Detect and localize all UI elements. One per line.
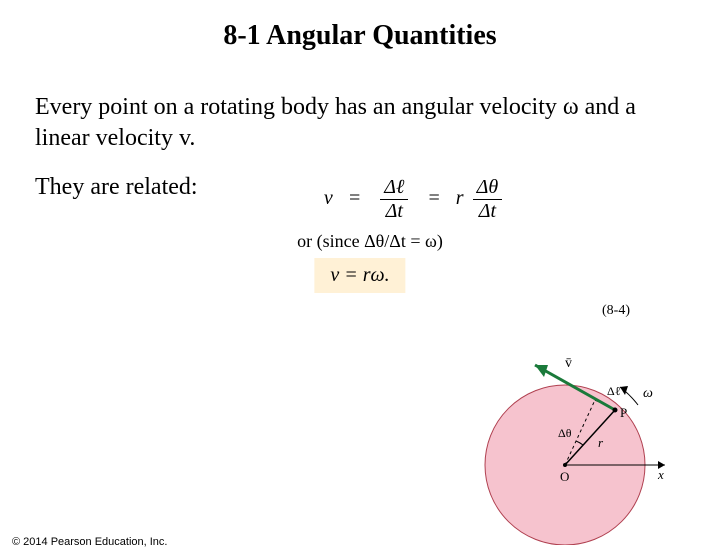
label-dtheta: Δθ — [558, 426, 572, 440]
label-o: O — [560, 469, 569, 484]
diagram-svg: v̄ ω Δℓ Δθ P r O x — [460, 355, 670, 545]
frac-dtheta-dt: Δθ Δt — [473, 176, 503, 223]
point-o — [563, 463, 567, 467]
equation-number: (8-4) — [602, 303, 630, 319]
body-paragraph: Every point on a rotating body has an an… — [35, 92, 685, 154]
omega-arrow-head — [620, 386, 628, 395]
rotation-diagram: v̄ ω Δℓ Δθ P r O x — [460, 355, 670, 545]
eq-equals-1: = — [348, 187, 362, 209]
frac-num-dtheta: Δθ — [473, 176, 503, 200]
copyright: © 2014 Pearson Education, Inc. — [12, 536, 167, 548]
label-dl: Δℓ — [607, 384, 621, 398]
point-p — [613, 408, 618, 413]
frac-num-dl: Δℓ — [380, 176, 408, 200]
label-p: P — [620, 405, 627, 420]
frac-dl-dt: Δℓ Δt — [380, 176, 408, 223]
boxed-equation: v = rω. — [314, 258, 405, 293]
label-omega: ω — [643, 386, 653, 401]
section-title: 8-1 Angular Quantities — [0, 20, 720, 52]
label-v: v̄ — [565, 356, 572, 371]
or-text: or (since Δθ/Δt = ω) — [297, 231, 443, 251]
frac-den-dt1: Δt — [380, 200, 408, 223]
equation-main: v = Δℓ Δt = r Δθ Δt — [55, 176, 720, 223]
label-x: x — [657, 467, 664, 482]
eq-equals-2: = — [427, 187, 441, 209]
or-line: or (since Δθ/Δt = ω) — [10, 231, 720, 252]
eq-r: r — [456, 187, 464, 209]
eq-lhs: v — [324, 187, 333, 209]
frac-den-dt2: Δt — [473, 200, 503, 223]
